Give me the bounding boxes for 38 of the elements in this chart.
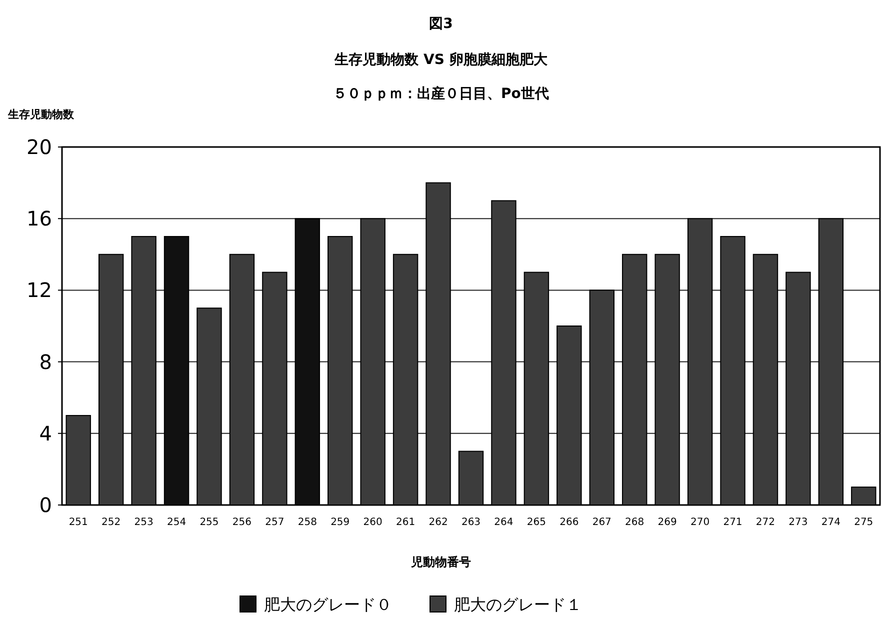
x-tick-label: 263 (461, 517, 481, 528)
x-tick-label: 268 (625, 517, 644, 528)
x-tick-label: 266 (560, 517, 579, 528)
x-tick-label: 265 (526, 517, 546, 528)
x-tick-label: 251 (68, 517, 88, 528)
x-tick-label: 254 (166, 517, 186, 528)
legend-label: 肥大のグレード１ (454, 595, 582, 614)
y-tick-label: 20 (26, 135, 52, 159)
x-tick-label: 255 (200, 517, 219, 528)
x-tick-label: 275 (854, 517, 874, 528)
y-tick-label: 12 (26, 278, 52, 302)
y-tick-label: 0 (39, 493, 52, 517)
x-tick-label: 269 (658, 517, 677, 528)
x-tick-label: 256 (232, 517, 252, 528)
x-tick-label: 257 (265, 517, 284, 528)
x-tick-label: 261 (396, 517, 416, 528)
x-tick-label: 258 (298, 517, 317, 528)
x-tick-label: 260 (363, 517, 382, 528)
text: ５０ｐｐｍ：出産０日目、Po世代 (333, 85, 549, 102)
chart-subtitle: 生存児動物数 VS 卵胞膜細胞肥大 (334, 52, 548, 68)
x-tick-label: 262 (428, 517, 448, 528)
y-axis-title: 生存児動物数 (7, 108, 75, 121)
y-tick-label: 16 (26, 206, 52, 231)
legend-label: 肥大のグレード０ (264, 595, 392, 614)
x-tick-label: 270 (690, 517, 710, 528)
x-tick-label: 271 (723, 517, 742, 528)
x-axis-title: 児動物番号 (410, 555, 471, 569)
chart-title: 図3 (429, 16, 453, 32)
x-tick-label: 252 (102, 517, 121, 528)
x-tick-label: 264 (494, 517, 514, 528)
y-tick-label: 4 (39, 421, 52, 446)
x-tick-label: 253 (134, 517, 154, 528)
x-tick-label: 273 (788, 517, 808, 528)
x-tick-label: 274 (821, 517, 840, 528)
x-tick-label: 259 (330, 517, 350, 528)
y-tick-label: 8 (39, 350, 52, 374)
x-tick-label: 267 (592, 517, 612, 528)
x-tick-label: 272 (756, 517, 776, 528)
